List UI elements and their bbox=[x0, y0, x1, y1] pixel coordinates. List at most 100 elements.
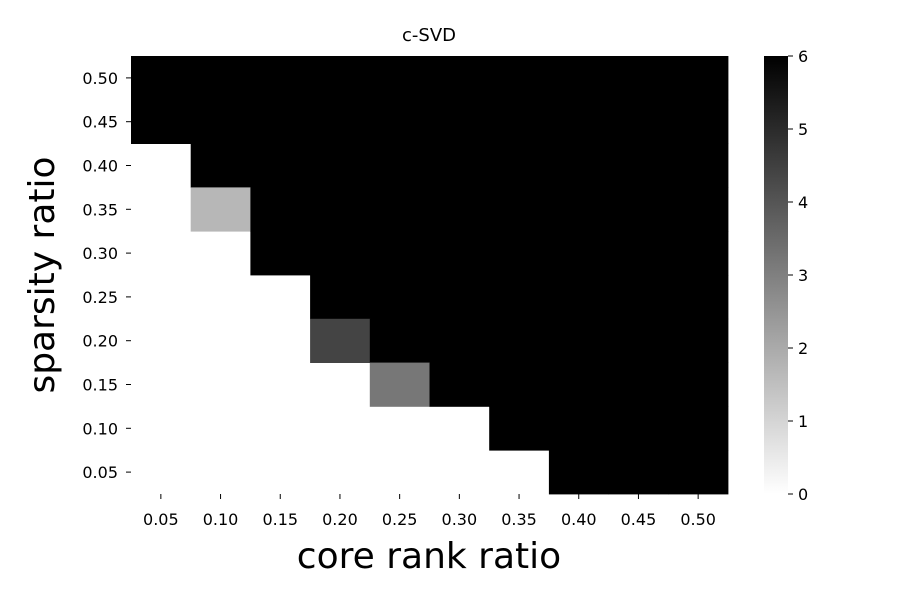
heatmap-cell bbox=[668, 406, 729, 451]
heatmap-cell bbox=[668, 450, 729, 495]
heatmap-cell bbox=[608, 362, 669, 407]
heatmap-cell bbox=[489, 318, 550, 363]
heatmap-cell bbox=[250, 99, 311, 144]
heatmap-cell bbox=[369, 143, 430, 188]
heatmap-cell bbox=[190, 56, 251, 101]
heatmap-cell bbox=[608, 450, 669, 495]
x-tick-label: 0.25 bbox=[382, 510, 418, 529]
heatmap-cell bbox=[548, 275, 609, 320]
heatmap-cell bbox=[369, 231, 430, 276]
heatmap-cell bbox=[548, 406, 609, 451]
heatmap-cell bbox=[548, 56, 609, 101]
heatmap-cell bbox=[608, 187, 669, 232]
heatmap-cell bbox=[369, 362, 430, 407]
heatmap-cell bbox=[310, 275, 371, 320]
heatmap-cell bbox=[548, 318, 609, 363]
heatmap-cell bbox=[489, 56, 550, 101]
heatmap-cell bbox=[190, 99, 251, 144]
x-tick-label: 0.40 bbox=[561, 510, 597, 529]
heatmap-cell bbox=[489, 143, 550, 188]
colorbar-tick-label: 1 bbox=[798, 412, 808, 431]
heatmap-cell bbox=[429, 275, 490, 320]
heatmap-cell bbox=[668, 56, 729, 101]
colorbar-tick-label: 2 bbox=[798, 339, 808, 358]
y-axis-label: sparsity ratio bbox=[22, 156, 63, 393]
heatmap-cell bbox=[608, 56, 669, 101]
chart-title: c-SVD bbox=[402, 25, 456, 46]
heatmap-cell bbox=[429, 56, 490, 101]
x-tick-label: 0.20 bbox=[322, 510, 358, 529]
x-tick-label: 0.15 bbox=[262, 510, 298, 529]
heatmap-cell bbox=[668, 99, 729, 144]
y-tick-label: 0.05 bbox=[82, 463, 118, 482]
heatmap-cell bbox=[489, 362, 550, 407]
heatmap-cell bbox=[489, 231, 550, 276]
heatmap-cell bbox=[429, 318, 490, 363]
heatmap-cell bbox=[190, 187, 251, 232]
heatmap-cells bbox=[131, 56, 729, 495]
x-tick-label: 0.50 bbox=[680, 510, 716, 529]
y-tick-label: 0.50 bbox=[82, 69, 118, 88]
heatmap-cell bbox=[310, 231, 371, 276]
y-tick-label: 0.40 bbox=[82, 157, 118, 176]
heatmap-cell bbox=[608, 406, 669, 451]
x-tick-label: 0.05 bbox=[143, 510, 179, 529]
heatmap-cell bbox=[489, 275, 550, 320]
heatmap-cell bbox=[668, 318, 729, 363]
heatmap-cell bbox=[608, 318, 669, 363]
heatmap-cell bbox=[250, 56, 311, 101]
y-tick-label: 0.10 bbox=[82, 419, 118, 438]
y-axis-ticks: 0.50 0.45 0.40 0.35 0.30 0.25 0.20 0.15 0.10 0.05 bbox=[82, 69, 131, 482]
heatmap-cell bbox=[310, 99, 371, 144]
colorbar-ticks: 0 1 2 3 4 5 6 bbox=[788, 47, 808, 504]
colorbar bbox=[764, 56, 788, 494]
heatmap-cell bbox=[369, 56, 430, 101]
heatmap-cell bbox=[668, 362, 729, 407]
heatmap-cell bbox=[548, 99, 609, 144]
heatmap-cell bbox=[429, 187, 490, 232]
heatmap-cell bbox=[250, 143, 311, 188]
heatmap-cell bbox=[310, 56, 371, 101]
heatmap-cell bbox=[369, 318, 430, 363]
heatmap-cell bbox=[250, 187, 311, 232]
heatmap-cell bbox=[668, 143, 729, 188]
heatmap-cell bbox=[369, 99, 430, 144]
heatmap-cell bbox=[489, 99, 550, 144]
y-tick-label: 0.15 bbox=[82, 376, 118, 395]
heatmap-cell bbox=[489, 406, 550, 451]
heatmap-cell bbox=[429, 143, 490, 188]
colorbar-tick-label: 3 bbox=[798, 266, 808, 285]
heatmap-cell bbox=[548, 143, 609, 188]
heatmap-cell bbox=[250, 231, 311, 276]
heatmap-cell bbox=[131, 99, 192, 144]
y-tick-label: 0.20 bbox=[82, 332, 118, 351]
heatmap-cell bbox=[608, 275, 669, 320]
heatmap-cell bbox=[429, 99, 490, 144]
x-tick-label: 0.10 bbox=[203, 510, 239, 529]
x-tick-label: 0.45 bbox=[621, 510, 657, 529]
heatmap-cell bbox=[310, 187, 371, 232]
heatmap-cell bbox=[489, 187, 550, 232]
heatmap-cell bbox=[310, 143, 371, 188]
heatmap-cell bbox=[310, 318, 371, 363]
heatmap-cell bbox=[548, 362, 609, 407]
x-axis-label: core rank ratio bbox=[297, 536, 561, 577]
colorbar-tick-label: 6 bbox=[798, 47, 808, 66]
heatmap-cell bbox=[608, 143, 669, 188]
y-tick-label: 0.45 bbox=[82, 113, 118, 132]
heatmap-cell bbox=[429, 362, 490, 407]
y-tick-label: 0.35 bbox=[82, 200, 118, 219]
colorbar-tick-label: 5 bbox=[798, 120, 808, 139]
heatmap-cell bbox=[548, 187, 609, 232]
y-tick-label: 0.30 bbox=[82, 244, 118, 263]
heatmap-cell bbox=[668, 187, 729, 232]
colorbar-tick-label: 4 bbox=[798, 193, 808, 212]
x-tick-label: 0.35 bbox=[501, 510, 537, 529]
heatmap-cell bbox=[548, 231, 609, 276]
heatmap-cell bbox=[369, 187, 430, 232]
heatmap-cell bbox=[548, 450, 609, 495]
heatmap-cell bbox=[190, 143, 251, 188]
y-tick-label: 0.25 bbox=[82, 288, 118, 307]
